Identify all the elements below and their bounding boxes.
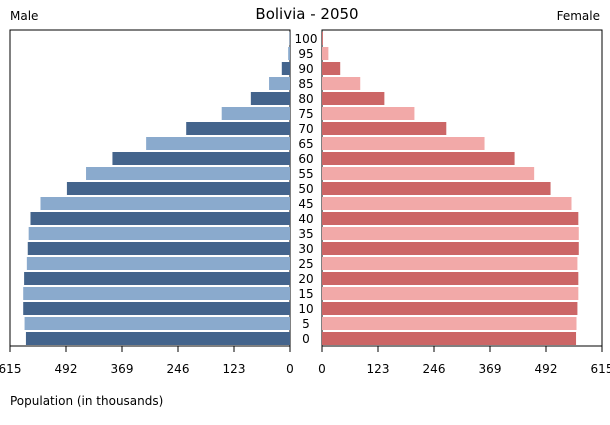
male-bar-70 (186, 122, 290, 135)
ticks-layer: 615 492 369 246 123 0 0 123 246 369 492 615 (0, 346, 610, 376)
age-label-5: 5 (302, 317, 310, 331)
male-bar-45 (40, 197, 291, 210)
female-bar-0 (322, 332, 577, 345)
female-bar-70 (322, 122, 447, 135)
female-bar-60 (322, 152, 515, 165)
female-tick-label-0: 0 (318, 362, 326, 376)
male-bar-10 (23, 302, 291, 315)
chart-title: Bolivia - 2050 (255, 5, 358, 23)
female-bar-65 (322, 137, 485, 150)
male-tick-label-615: 615 (0, 362, 21, 376)
age-label-45: 45 (298, 197, 313, 211)
female-label: Female (557, 9, 600, 23)
male-label: Male (10, 9, 38, 23)
male-bar-80 (250, 92, 290, 105)
age-label-35: 35 (298, 227, 313, 241)
age-label-60: 60 (298, 152, 313, 166)
female-tick-label-246: 246 (423, 362, 446, 376)
female-bar-95 (322, 47, 329, 60)
female-tick-label-369: 369 (479, 362, 502, 376)
age-label-65: 65 (298, 137, 313, 151)
female-bar-55 (322, 167, 535, 180)
male-bar-60 (112, 152, 290, 165)
male-tick-label-369: 369 (111, 362, 134, 376)
female-bar-25 (322, 257, 578, 270)
female-bar-40 (322, 212, 579, 225)
age-label-30: 30 (298, 242, 313, 256)
female-tick-label-615: 615 (591, 362, 610, 376)
female-bar-10 (322, 302, 578, 315)
male-bar-55 (86, 167, 290, 180)
female-tick-label-123: 123 (367, 362, 390, 376)
male-tick-label-246: 246 (167, 362, 190, 376)
male-tick-label-0: 0 (286, 362, 294, 376)
male-bar-25 (26, 257, 291, 270)
x-axis-label: Population (in thousands) (10, 394, 163, 408)
male-bar-85 (269, 77, 290, 90)
male-tick-label-123: 123 (223, 362, 246, 376)
male-bar-30 (27, 242, 290, 255)
age-label-100: 100 (295, 32, 318, 46)
age-label-40: 40 (298, 212, 313, 226)
age-label-90: 90 (298, 62, 313, 76)
male-bar-40 (30, 212, 291, 225)
female-bar-20 (322, 272, 579, 285)
age-label-20: 20 (298, 272, 313, 286)
female-bar-85 (322, 77, 361, 90)
female-bar-90 (322, 62, 341, 75)
male-bar-35 (28, 227, 291, 240)
female-bar-5 (322, 317, 577, 330)
female-tick-label-492: 492 (535, 362, 558, 376)
male-bar-75 (221, 107, 290, 120)
male-tick-label-492: 492 (55, 362, 78, 376)
age-label-15: 15 (298, 287, 313, 301)
age-label-50: 50 (298, 182, 313, 196)
male-bar-0 (25, 332, 290, 345)
age-label-95: 95 (298, 47, 313, 61)
male-bar-90 (281, 62, 290, 75)
female-bar-50 (322, 182, 551, 195)
female-bar-75 (322, 107, 415, 120)
male-bar-95 (288, 47, 290, 60)
age-label-80: 80 (298, 92, 313, 106)
age-label-55: 55 (298, 167, 313, 181)
age-label-0: 0 (302, 332, 310, 346)
female-bar-35 (322, 227, 579, 240)
female-bar-80 (322, 92, 385, 105)
age-label-10: 10 (298, 302, 313, 316)
bars-layer (23, 32, 579, 345)
age-labels-layer: 0510152025303540455055606570758085909510… (295, 32, 318, 346)
female-bar-15 (322, 287, 579, 300)
male-bar-65 (146, 137, 290, 150)
age-label-75: 75 (298, 107, 313, 121)
female-bar-30 (322, 242, 579, 255)
female-bar-45 (322, 197, 572, 210)
age-label-25: 25 (298, 257, 313, 271)
male-bar-20 (24, 272, 290, 285)
male-bar-50 (66, 182, 290, 195)
age-label-85: 85 (298, 77, 313, 91)
age-label-70: 70 (298, 122, 313, 136)
female-bar-100 (322, 32, 323, 45)
male-bar-15 (23, 287, 291, 300)
male-bar-5 (24, 317, 291, 330)
